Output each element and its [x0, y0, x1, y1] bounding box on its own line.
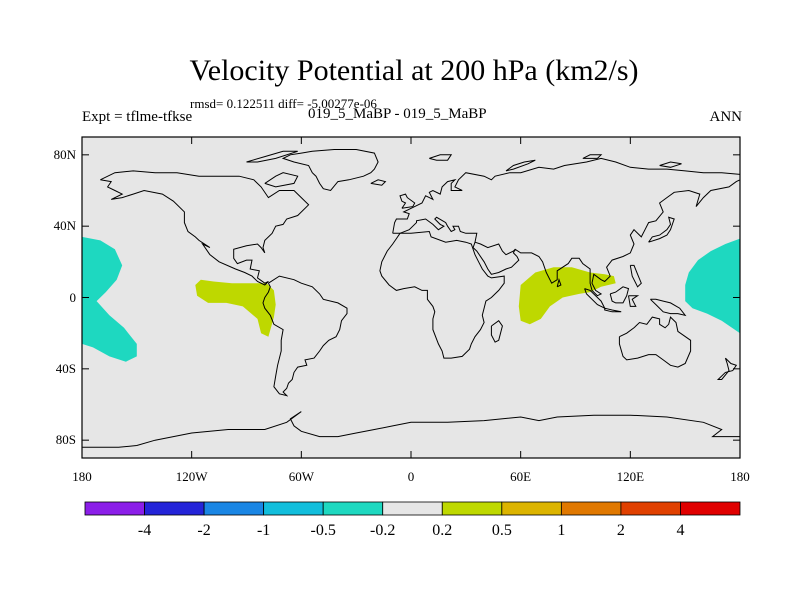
colorbar-swatch: [680, 501, 741, 516]
x-tick-label: 120E: [616, 469, 645, 484]
y-tick-label: 80S: [55, 432, 76, 448]
colorbar-label: -2: [197, 522, 211, 539]
coastline-greenland: [281, 149, 379, 192]
coastline-borneo: [609, 286, 630, 304]
coastline-great-britain: [399, 193, 416, 209]
coastline-madagascar: [490, 319, 503, 343]
colorbar-swatch: [203, 501, 265, 516]
coastline-sulawesi: [628, 295, 640, 307]
coastline-north-america: [100, 170, 310, 286]
coastline-svalbard: [429, 154, 453, 161]
coastline-baffin-archipelago: [264, 172, 299, 188]
coastlines: [82, 149, 740, 448]
x-tick-label: 180: [72, 469, 92, 484]
coastline-philippines: [629, 264, 642, 288]
x-tick-label: 60E: [510, 469, 532, 484]
x-tick-label: 0: [407, 469, 415, 484]
colorbar-swatch: [263, 501, 324, 516]
experiment-label: Expt = tflme-tfkse: [82, 109, 193, 125]
colorbar-swatch: [620, 501, 681, 516]
colorbar-label: -1: [256, 522, 271, 539]
colorbar-label: 0.2: [432, 522, 453, 539]
coastline-java: [604, 307, 622, 313]
colorbar-label: -0.2: [370, 522, 396, 539]
colorbar-swatch: [382, 501, 443, 516]
chart-title: Velocity Potential at 200 hPa (km2/s): [189, 54, 639, 87]
colorbar-label: -4: [137, 522, 152, 539]
coastline-australia: [618, 316, 692, 368]
season-label: ANN: [709, 109, 743, 125]
colorbar-swatch: [501, 501, 562, 516]
coastline-arabia-gulf: [474, 241, 516, 256]
coastline-africa: [379, 230, 505, 359]
colorbar-swatch: [441, 501, 503, 516]
y-tick-label: 0: [69, 289, 77, 305]
experiment-names: 019_5_MaBP - 019_5_MaBP: [308, 106, 487, 122]
coastline-novaya-zemlya: [505, 159, 536, 172]
colorbar-swatch: [144, 501, 205, 516]
coastline-new-guinea: [650, 298, 687, 317]
region-central-pacific-negative: [82, 236, 137, 362]
coastline-new-zealand: [716, 357, 738, 380]
coastline-ellesmere: [246, 150, 298, 163]
coastline-eurasia: [392, 157, 740, 297]
colorbar-label: 0.5: [491, 522, 512, 539]
colorbar-label: 4: [676, 522, 685, 539]
y-tick-label: 40N: [53, 218, 76, 234]
y-tick-label: 80N: [53, 146, 76, 162]
stats-line: rmsd= 0.122511 diff= -5.00277e-06: [190, 96, 377, 111]
anomaly-regions: [82, 236, 740, 362]
y-tick-label: 40S: [55, 360, 76, 376]
colorbar-label: 1: [557, 522, 566, 539]
colorbar-label: -0.5: [310, 522, 336, 539]
coastline-sri-lanka: [556, 277, 562, 288]
coastline-severnaya-zemlya: [582, 154, 603, 159]
coastline-japan: [648, 216, 675, 243]
map-frame: [81, 136, 741, 459]
coastline-antarctica: [82, 411, 740, 448]
region-western-pacific-negative: [685, 238, 740, 334]
region-south-america-positive: [195, 279, 276, 337]
colorbar-swatch: [84, 501, 145, 516]
coastline-iceland: [370, 179, 387, 186]
coastline-new-siberian: [659, 161, 682, 168]
x-tick-label: 60W: [288, 469, 314, 484]
coastline-south-america: [262, 275, 348, 397]
map-background: [82, 137, 740, 458]
region-indian-ocean-positive: [518, 267, 616, 325]
colorbar-label: 2: [616, 522, 625, 539]
colorbar: [84, 501, 741, 516]
x-tick-label: 180: [730, 469, 750, 484]
colorbar-swatch: [322, 501, 384, 516]
x-tick-label: 120W: [175, 469, 208, 484]
colorbar-swatch: [560, 501, 622, 516]
